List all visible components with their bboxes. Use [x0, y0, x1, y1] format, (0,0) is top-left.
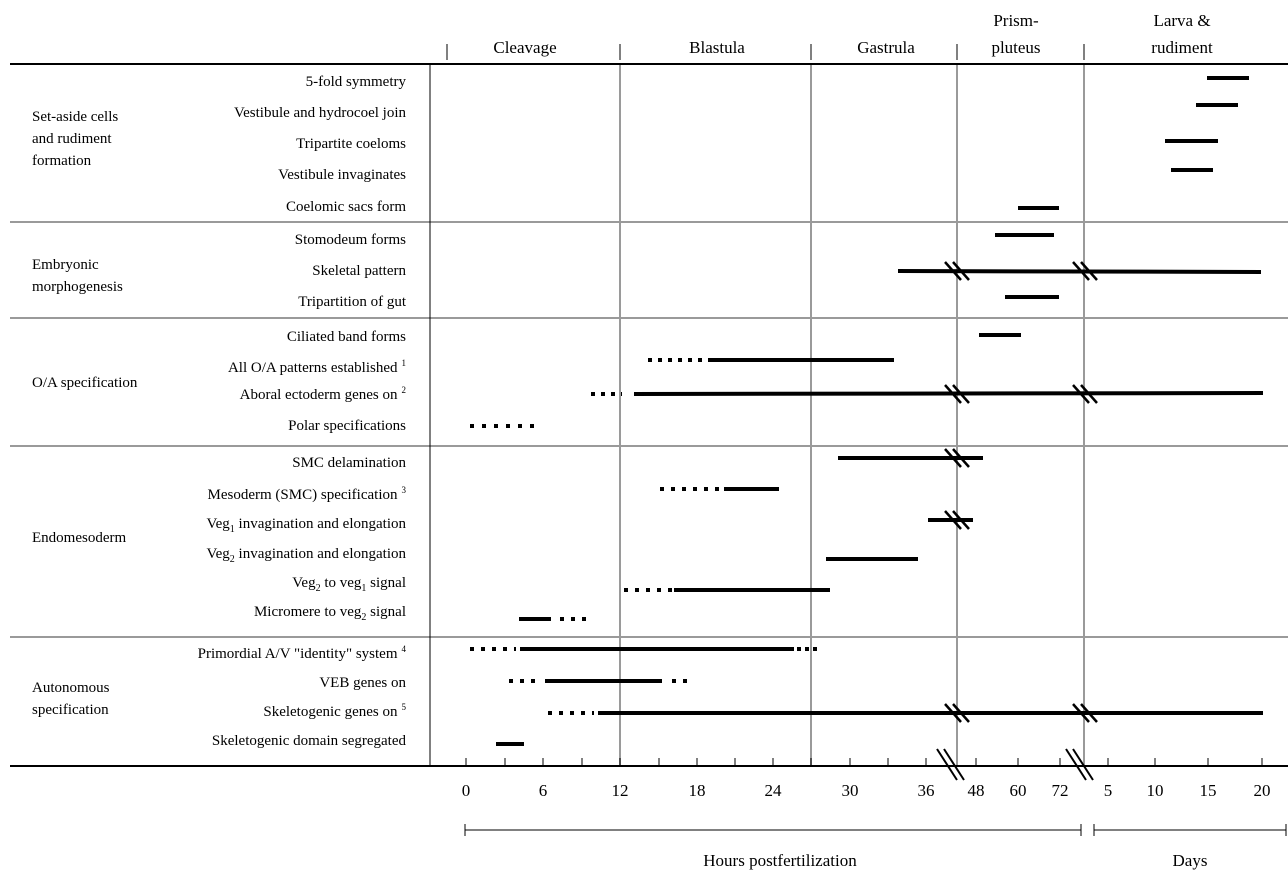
- footnote-marker: 3: [402, 485, 407, 495]
- stage-label-gastrula: Gastrula: [857, 38, 915, 57]
- break-mark: [944, 384, 970, 404]
- row-label: Veg1 invagination and elongation: [206, 516, 406, 535]
- row-label: SMC delamination: [292, 455, 406, 471]
- tick-label: 72: [1052, 781, 1069, 800]
- group-label-set-aside: Set-aside cells and rudiment formation: [32, 109, 122, 169]
- tick-label: 60: [1010, 781, 1027, 800]
- footnote-marker: 1: [402, 358, 407, 368]
- row-label: Skeletogenic domain segregated: [212, 733, 407, 749]
- row-labels: 5-fold symmetry Vestibule and hydrocoel …: [198, 74, 407, 749]
- tick-label: 12: [612, 781, 629, 800]
- row-label: Aboral ectoderm genes on 2: [240, 385, 406, 403]
- break-mark: [944, 510, 970, 530]
- row-label: Primordial A/V "identity" system 4: [198, 644, 407, 662]
- break-mark: [1072, 384, 1098, 404]
- row-label: Polar specifications: [288, 418, 406, 434]
- break-mark: [1072, 261, 1098, 281]
- footnote-marker: 2: [402, 385, 407, 395]
- tick-label: 36: [918, 781, 935, 800]
- group-label-morphogenesis: Embryonic morphogenesis: [32, 257, 123, 295]
- row-label: Micromere to veg2 signal: [254, 604, 406, 623]
- row-label: Veg2 invagination and elongation: [206, 546, 406, 565]
- row-label: Stomodeum forms: [295, 232, 406, 248]
- break-mark: [944, 448, 970, 468]
- tick-label: 24: [765, 781, 783, 800]
- stage-label-larva-line2: rudiment: [1151, 38, 1213, 57]
- row-label: Mesoderm (SMC) specification 3: [208, 485, 407, 503]
- timeline-bars: [470, 76, 1264, 746]
- tick-label: 20: [1254, 781, 1271, 800]
- tick-label: 30: [842, 781, 859, 800]
- group-label-endomesoderm: Endomesoderm: [32, 530, 126, 546]
- row-label: Vestibule and hydrocoel join: [234, 105, 407, 121]
- row-label: Tripartition of gut: [298, 294, 407, 310]
- group-labels: Set-aside cells and rudiment formation E…: [32, 109, 138, 718]
- bar-skeletal-pattern: [897, 269, 1262, 274]
- break-mark: [944, 261, 970, 281]
- row-label: Skeletogenic genes on 5: [263, 702, 406, 720]
- row-label: Veg2 to veg1 signal: [292, 575, 406, 594]
- row-label: Skeletal pattern: [312, 263, 406, 279]
- tick-label: 48: [968, 781, 985, 800]
- tick-label: 18: [689, 781, 706, 800]
- bar-aboral-ectoderm: [633, 391, 1264, 396]
- hours-range-bracket: [464, 824, 1082, 836]
- axis-break-symbols: [936, 748, 1094, 781]
- tick-label: 0: [462, 781, 471, 800]
- tick-labels: 0 6 12 18 24 30 36 48 60 72 5 10 15 20: [462, 781, 1271, 800]
- axis-break-marks: [944, 261, 1098, 723]
- axis-break-hours: [936, 748, 965, 781]
- grid-lines: [10, 64, 1288, 766]
- tick-label: 10: [1147, 781, 1164, 800]
- stage-label-blastula: Blastula: [689, 38, 745, 57]
- row-label: Tripartite coeloms: [296, 136, 406, 152]
- days-axis-label: Days: [1173, 851, 1208, 870]
- axis-ticks: [465, 758, 1263, 766]
- hours-axis-label: Hours postfertilization: [703, 851, 857, 870]
- tick-label: 5: [1104, 781, 1113, 800]
- row-label: Ciliated band forms: [287, 329, 406, 345]
- axis-break-days: [1065, 748, 1094, 781]
- stage-label-prism-line2: pluteus: [991, 38, 1040, 57]
- days-range-bracket: [1093, 824, 1287, 836]
- group-label-oa: O/A specification: [32, 375, 138, 391]
- row-label: Coelomic sacs form: [286, 199, 406, 215]
- row-label: Vestibule invaginates: [278, 167, 406, 183]
- stage-label-prism-line1: Prism-: [993, 11, 1039, 30]
- row-label: VEB genes on: [319, 675, 406, 691]
- group-label-autonomous: Autonomous specification: [32, 680, 113, 718]
- footnote-marker: 5: [402, 702, 407, 712]
- row-label: All O/A patterns established 1: [228, 358, 406, 376]
- stage-label-larva-line1: Larva &: [1153, 11, 1210, 30]
- break-mark: [944, 703, 970, 723]
- stage-label-cleavage: Cleavage: [493, 38, 556, 57]
- tick-label: 15: [1200, 781, 1217, 800]
- break-mark: [1072, 703, 1098, 723]
- row-label: 5-fold symmetry: [306, 74, 407, 90]
- tick-label: 6: [539, 781, 548, 800]
- stage-header: Cleavage Blastula Gastrula Prism- pluteu…: [446, 11, 1213, 60]
- footnote-marker: 4: [402, 644, 407, 654]
